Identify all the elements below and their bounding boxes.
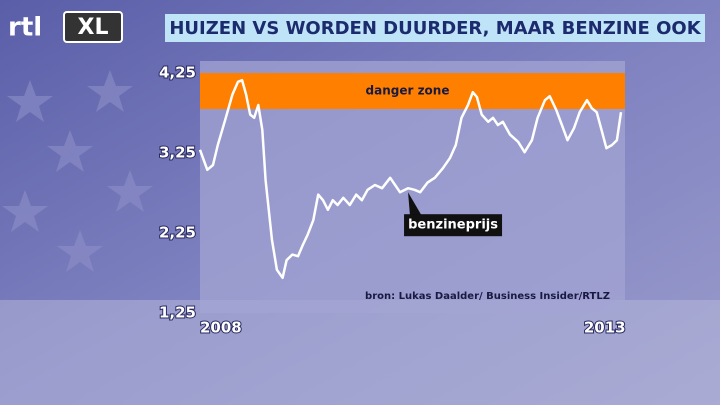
- flag-stars: [2, 70, 153, 272]
- logo-box: [63, 11, 123, 43]
- x-tick-label: 2013: [584, 319, 626, 337]
- series-label: benzineprijs: [408, 218, 498, 233]
- callout-pointer: [408, 192, 423, 217]
- logo-xl: XL: [78, 15, 109, 40]
- series-label-box: [404, 214, 503, 237]
- price-line: [198, 78, 623, 280]
- source-note: bron: Lukas Daalder/ Business Insider/RT…: [365, 291, 610, 302]
- y-tick-label: 3,25: [159, 144, 196, 162]
- y-tick-label: 2,25: [159, 224, 196, 242]
- y-tick-label: 1,25: [159, 304, 196, 322]
- logo: rtl XL: [8, 11, 123, 43]
- title-bar: [165, 14, 705, 42]
- plot: danger zone 1,25 2,25 3,25 4,25 2008 2013 benzi…: [158, 63, 627, 338]
- flag-stripe: [0, 300, 720, 405]
- y-tick-label: 4,25: [159, 64, 196, 82]
- logo-rtl: rtl: [8, 13, 42, 43]
- x-tick-label: 2008: [200, 319, 242, 337]
- chart-title: HUIZEN VS WORDEN DUURDER, MAAR BENZINE O…: [169, 18, 701, 39]
- band-label: danger zone: [366, 84, 450, 98]
